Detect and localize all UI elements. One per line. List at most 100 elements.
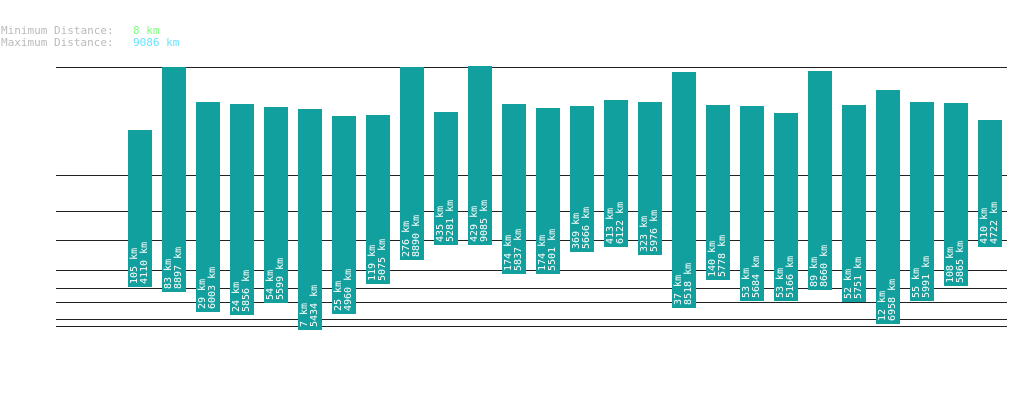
bar-label-bottom: 24 km bbox=[231, 282, 242, 312]
bar-label-bottom: 140 km bbox=[707, 241, 718, 277]
bar bbox=[434, 112, 458, 245]
bar-label-top: 5599 km bbox=[275, 258, 286, 300]
bar-group: 323 km 5976 km bbox=[638, 102, 662, 255]
bar-group: 369 km 5666 km bbox=[570, 106, 594, 252]
bar-group: 55 km 5991 km bbox=[910, 102, 934, 301]
bar-label-bottom: 108 km bbox=[945, 247, 956, 283]
bar-label-top: 8890 km bbox=[411, 215, 422, 257]
bar-group: 25 km 4960 km bbox=[332, 116, 356, 314]
bar-group: 52 km 5751 km bbox=[842, 105, 866, 302]
bar-label-top: 5778 km bbox=[717, 235, 728, 277]
min-distance-label: Minimum Distance: bbox=[1, 24, 114, 37]
bar-label-bottom: 53 km bbox=[775, 268, 786, 298]
bar-label-top: 8518 km bbox=[683, 263, 694, 305]
bar-label-top: 5075 km bbox=[377, 239, 388, 281]
bar-group: 410 km 4722 km bbox=[978, 120, 1002, 247]
bar-group: 105 km 4110 km bbox=[128, 130, 152, 287]
max-distance-row: Maximum Distance: 9086 km bbox=[1, 37, 179, 49]
bar-label-bottom: 323 km bbox=[639, 216, 650, 252]
bar bbox=[162, 67, 186, 292]
bar-label-bottom: 174 km bbox=[537, 235, 548, 271]
bar-group: 435 km 5281 km bbox=[434, 112, 458, 245]
bar-label-bottom: 369 km bbox=[571, 213, 582, 249]
bar-label-bottom: 174 km bbox=[503, 235, 514, 271]
bar bbox=[570, 106, 594, 252]
bar-label-top: 5991 km bbox=[921, 256, 932, 298]
bar-label-top: 5865 km bbox=[955, 241, 966, 283]
bar-group: 174 km 5837 km bbox=[502, 104, 526, 274]
bar-label-bottom: 53 km bbox=[741, 268, 752, 298]
bar-label-bottom: 413 km bbox=[605, 208, 616, 244]
bar bbox=[774, 113, 798, 301]
bar-group: 83 km 8897 km bbox=[162, 67, 186, 292]
bar-label-top: 4722 km bbox=[989, 202, 1000, 244]
bar-group: 413 km 6122 km bbox=[604, 100, 628, 247]
bar bbox=[842, 105, 866, 302]
bar bbox=[944, 103, 968, 286]
bar-label-bottom: 83 km bbox=[163, 259, 174, 289]
bar-label-bottom: 29 km bbox=[197, 279, 208, 309]
min-distance-value: 8 km bbox=[133, 24, 160, 37]
bar-label-bottom: 119 km bbox=[367, 245, 378, 281]
bar bbox=[196, 102, 220, 312]
bar-label-top: 6122 km bbox=[615, 202, 626, 244]
bar-label-top: 9085 km bbox=[479, 200, 490, 242]
bar-group: 29 km 6003 km bbox=[196, 102, 220, 312]
bar bbox=[740, 106, 764, 301]
bar-label-bottom: 37 km bbox=[673, 275, 684, 305]
bar bbox=[978, 120, 1002, 247]
bar-group: 7 km 5434 km bbox=[298, 109, 322, 330]
bar-group: 108 km 5865 km bbox=[944, 103, 968, 286]
bar-label-top: 5281 km bbox=[445, 200, 456, 242]
bar-group: 12 km 6958 km bbox=[876, 90, 900, 324]
bar bbox=[468, 66, 492, 245]
bar-label-bottom: 52 km bbox=[843, 269, 854, 299]
bar-group: 54 km 5599 km bbox=[264, 107, 288, 303]
bar bbox=[672, 72, 696, 308]
bar-label-top: 4110 km bbox=[139, 242, 150, 284]
bar-label-bottom: 435 km bbox=[435, 206, 446, 242]
bar-label-top: 5684 km bbox=[751, 256, 762, 298]
bar-label-bottom: 12 km bbox=[877, 291, 888, 321]
bar-label-bottom: 54 km bbox=[265, 270, 276, 300]
bar-label-bottom: 55 km bbox=[911, 268, 922, 298]
bar-group: 53 km 5684 km bbox=[740, 106, 764, 301]
bar-group: 119 km 5075 km bbox=[366, 115, 390, 284]
bar bbox=[910, 102, 934, 301]
bar-label-top: 8897 km bbox=[173, 247, 184, 289]
bar-group: 24 km 5856 km bbox=[230, 104, 254, 315]
bar bbox=[536, 108, 560, 274]
bar-group: 37 km 8518 km bbox=[672, 72, 696, 308]
bar bbox=[808, 71, 832, 290]
bar-group: 174 km 5501 km bbox=[536, 108, 560, 274]
bar-group: 53 km 5166 km bbox=[774, 113, 798, 301]
bar-label-top: 5751 km bbox=[853, 257, 864, 299]
bar-label-top: 5976 km bbox=[649, 210, 660, 252]
bar-label-bottom: 429 km bbox=[469, 206, 480, 242]
bar bbox=[876, 90, 900, 324]
bar bbox=[366, 115, 390, 284]
bar bbox=[604, 100, 628, 247]
bar-label-bottom: 276 km bbox=[401, 221, 412, 257]
bar-label-bottom: 89 km bbox=[809, 257, 820, 287]
bar-label-top: 5434 km bbox=[309, 285, 320, 327]
max-distance-label: Maximum Distance: bbox=[1, 36, 114, 49]
bar-label-top: 5837 km bbox=[513, 229, 524, 271]
max-distance-value: 9086 km bbox=[133, 36, 180, 49]
bar bbox=[264, 107, 288, 303]
bar-label-bottom: 410 km bbox=[979, 208, 990, 244]
bar bbox=[230, 104, 254, 315]
bar-label-bottom: 105 km bbox=[129, 248, 140, 284]
bar-label-top: 5166 km bbox=[785, 256, 796, 298]
bar-label-top: 6958 km bbox=[887, 279, 898, 321]
bar-label-top: 5856 km bbox=[241, 270, 252, 312]
bar-label-top: 8660 km bbox=[819, 245, 830, 287]
bar-label-top: 5501 km bbox=[547, 229, 558, 271]
bar bbox=[706, 105, 730, 280]
bar bbox=[298, 109, 322, 330]
bar bbox=[502, 104, 526, 274]
distance-summary: Minimum Distance: 8 km Maximum Distance: 9… bbox=[1, 25, 179, 49]
bar-label-top: 4960 km bbox=[343, 269, 354, 311]
bar bbox=[128, 130, 152, 287]
